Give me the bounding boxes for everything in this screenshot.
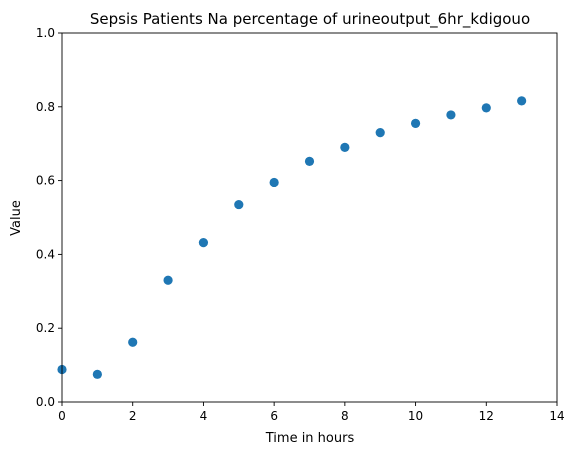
x-tick-label: 2 [129,409,137,423]
data-point [198,237,209,248]
plot-area [57,32,558,403]
x-tick-label: 12 [479,409,494,423]
y-tick-label: 0.0 [36,395,55,409]
data-point [410,118,421,129]
x-axis-label: Time in hours [265,431,355,446]
x-axis-ticks: 0 2 4 6 8 10 12 14 [58,402,565,423]
data-point [304,156,315,167]
data-point [269,177,279,188]
data-point [128,337,138,347]
y-tick-label: 0.2 [36,321,55,335]
data-point [340,142,350,152]
y-tick-label: 0.6 [36,174,55,188]
y-tick-label: 0.4 [36,247,55,261]
data-point [163,275,173,285]
x-tick-label: 4 [200,409,208,423]
x-tick-label: 0 [58,409,66,423]
data-point [446,110,456,120]
data-point [92,369,102,379]
axes-frame [61,32,558,403]
x-tick-label: 10 [408,409,423,423]
data-point [481,103,491,113]
x-tick-label: 14 [549,409,564,423]
chart-title: Sepsis Patients Na percentage of urineou… [90,10,530,29]
y-tick-label: 0.8 [36,100,55,114]
x-tick-label: 8 [341,409,349,423]
data-point [234,199,244,210]
y-axis-label: Value [9,200,24,236]
y-axis-ticks: 0.0 0.2 0.4 0.6 0.8 1.0 [36,26,62,409]
y-tick-label: 1.0 [36,26,55,40]
data-point [517,96,527,106]
x-tick-label: 6 [270,409,278,423]
data-point [375,128,385,138]
